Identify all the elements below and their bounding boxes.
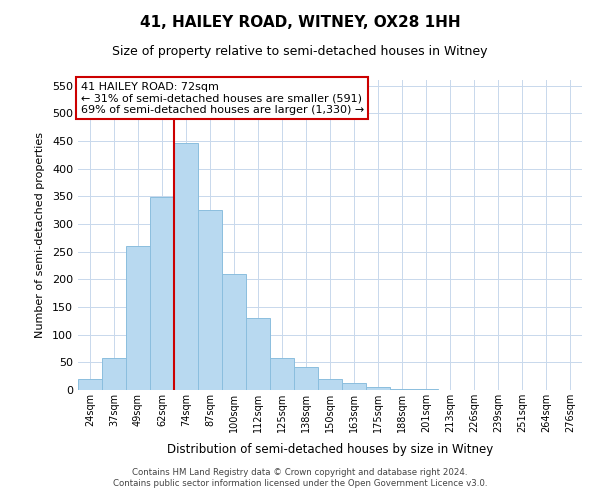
Bar xyxy=(150,198,174,390)
Bar xyxy=(102,358,126,390)
Bar xyxy=(342,383,366,390)
Bar xyxy=(126,246,150,390)
X-axis label: Distribution of semi-detached houses by size in Witney: Distribution of semi-detached houses by … xyxy=(167,444,493,456)
Text: Size of property relative to semi-detached houses in Witney: Size of property relative to semi-detach… xyxy=(112,45,488,58)
Bar xyxy=(198,210,222,390)
Bar xyxy=(174,142,198,390)
Bar xyxy=(78,379,102,390)
Bar xyxy=(294,367,318,390)
Bar xyxy=(366,387,390,390)
Bar xyxy=(318,379,342,390)
Y-axis label: Number of semi-detached properties: Number of semi-detached properties xyxy=(35,132,45,338)
Text: 41 HAILEY ROAD: 72sqm
← 31% of semi-detached houses are smaller (591)
69% of sem: 41 HAILEY ROAD: 72sqm ← 31% of semi-deta… xyxy=(80,82,364,115)
Bar xyxy=(390,389,414,390)
Text: Contains HM Land Registry data © Crown copyright and database right 2024.
Contai: Contains HM Land Registry data © Crown c… xyxy=(113,468,487,487)
Bar xyxy=(270,358,294,390)
Text: 41, HAILEY ROAD, WITNEY, OX28 1HH: 41, HAILEY ROAD, WITNEY, OX28 1HH xyxy=(140,15,460,30)
Bar xyxy=(246,318,270,390)
Bar xyxy=(222,274,246,390)
